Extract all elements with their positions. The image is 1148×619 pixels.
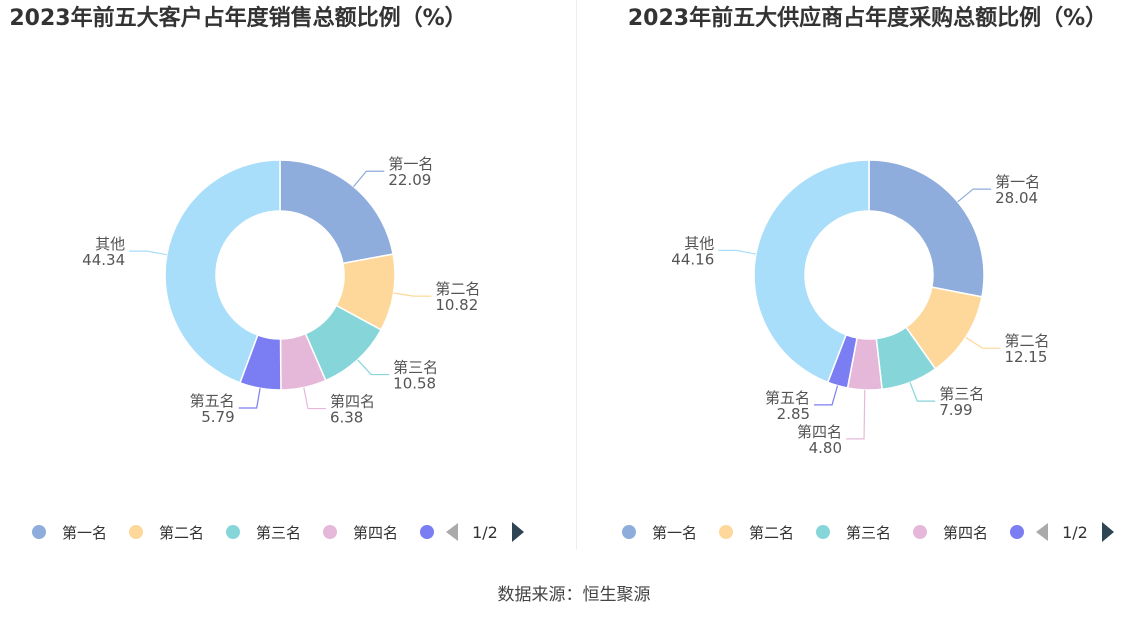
legend-label: 第一名 (62, 523, 108, 542)
slice-label: 第一名 (388, 155, 433, 173)
slice-label: 第三名 (939, 385, 984, 403)
leader-line (238, 388, 261, 409)
slice-value-label: 6.38 (330, 409, 363, 427)
triangle-right-icon[interactable] (1101, 522, 1114, 542)
leader-line (909, 382, 936, 402)
donut-slice-1[interactable] (279, 159, 394, 265)
data-source: 数据来源：恒生聚源 (497, 585, 651, 605)
legend-label: 第四名 (943, 523, 989, 542)
triangle-left-icon[interactable] (1036, 523, 1049, 541)
legend-item-2[interactable]: 第二名 (129, 522, 204, 543)
legend-item-5[interactable] (420, 525, 435, 539)
slice-label: 第五名 (765, 389, 810, 407)
legend-item-1[interactable]: 第一名 (32, 522, 107, 543)
chart-title: 2023年前五大客户占年度销售总额比例（%） (9, 6, 467, 31)
legend-item-5[interactable] (1010, 525, 1025, 539)
legend-item-3[interactable]: 第三名 (816, 522, 891, 543)
legend-label: 第一名 (652, 523, 698, 542)
slice-label: 其他 (684, 234, 714, 252)
legend: 第一名 第二名 第三名 第四名 1/2 (32, 518, 524, 546)
slice-value-label: 44.34 (82, 251, 125, 269)
leader-line (357, 359, 390, 376)
slice-label: 其他 (95, 235, 125, 253)
legend-label: 第四名 (353, 523, 399, 542)
slice-value-label: 2.85 (777, 405, 810, 423)
slice-label: 第四名 (797, 423, 842, 441)
slice-value-label: 5.79 (201, 408, 234, 426)
legend-marker (1010, 525, 1025, 539)
legend-marker (719, 525, 734, 539)
slice-value-label: 4.80 (809, 439, 842, 457)
slice-value-label: 22.09 (388, 171, 431, 189)
leader-line (814, 385, 839, 406)
legend-page-indicator: 1/2 (472, 522, 498, 542)
legend-label: 第三名 (846, 523, 892, 542)
legend: 第一名 第二名 第三名 第四名 1/2 (622, 518, 1114, 546)
legend-page-indicator: 1/2 (1062, 522, 1088, 542)
slice-value-label: 10.82 (435, 296, 478, 314)
leader-line (846, 389, 866, 440)
legend-marker (323, 525, 338, 539)
legend-marker (913, 525, 928, 539)
leader-line (303, 387, 326, 410)
legend-marker (129, 525, 144, 539)
leader-line (393, 292, 432, 297)
leader-line (965, 336, 1001, 349)
legend-item-4[interactable]: 第四名 (913, 522, 988, 543)
triangle-right-icon[interactable] (511, 522, 524, 542)
legend-marker (226, 525, 241, 539)
legend-item-1[interactable]: 第一名 (622, 522, 697, 543)
legend-item-2[interactable]: 第二名 (719, 522, 794, 543)
panel-divider (576, 0, 577, 550)
legend-marker (816, 525, 831, 539)
donut-slice-6[interactable] (753, 159, 870, 384)
leader-line (353, 170, 385, 187)
slice-label: 第二名 (435, 280, 480, 298)
slice-value-label: 44.16 (671, 250, 714, 268)
triangle-left-icon[interactable] (446, 523, 459, 541)
slice-value-label: 10.58 (393, 375, 436, 393)
chart-title: 2023年前五大供应商占年度采购总额比例（%） (627, 6, 1108, 31)
leader-line (129, 250, 167, 256)
donut-slice-1[interactable] (868, 159, 985, 298)
slice-label: 第五名 (190, 392, 235, 410)
slice-label: 第二名 (1004, 332, 1049, 350)
leader-line (718, 249, 757, 255)
donut-slice-6[interactable] (164, 159, 281, 384)
slice-value-label: 12.15 (1004, 348, 1047, 366)
customer-chart-panel: 2023年前五大客户占年度销售总额比例（%） 第一名 22.09 第二名 10.82 第… (0, 0, 576, 555)
legend-label: 第二名 (749, 523, 795, 542)
slice-label: 第一名 (995, 173, 1040, 191)
legend-marker (32, 525, 46, 539)
legend-pager: 1/2 (446, 522, 524, 542)
legend-marker (622, 525, 636, 539)
slice-label: 第三名 (393, 359, 438, 377)
leader-line (957, 188, 992, 203)
legend-label: 第二名 (159, 523, 205, 542)
legend-label: 第三名 (256, 523, 302, 542)
supplier-chart-panel: 2023年前五大供应商占年度采购总额比例（%） 第一名 28.04 第二名 12.15… (577, 0, 1148, 555)
legend-pager: 1/2 (1036, 522, 1114, 542)
slice-value-label: 28.04 (995, 189, 1038, 207)
slice-label: 第四名 (330, 393, 375, 411)
legend-item-4[interactable]: 第四名 (323, 522, 398, 543)
legend-marker (420, 525, 435, 539)
slice-value-label: 7.99 (939, 401, 972, 419)
legend-item-3[interactable]: 第三名 (226, 522, 301, 543)
